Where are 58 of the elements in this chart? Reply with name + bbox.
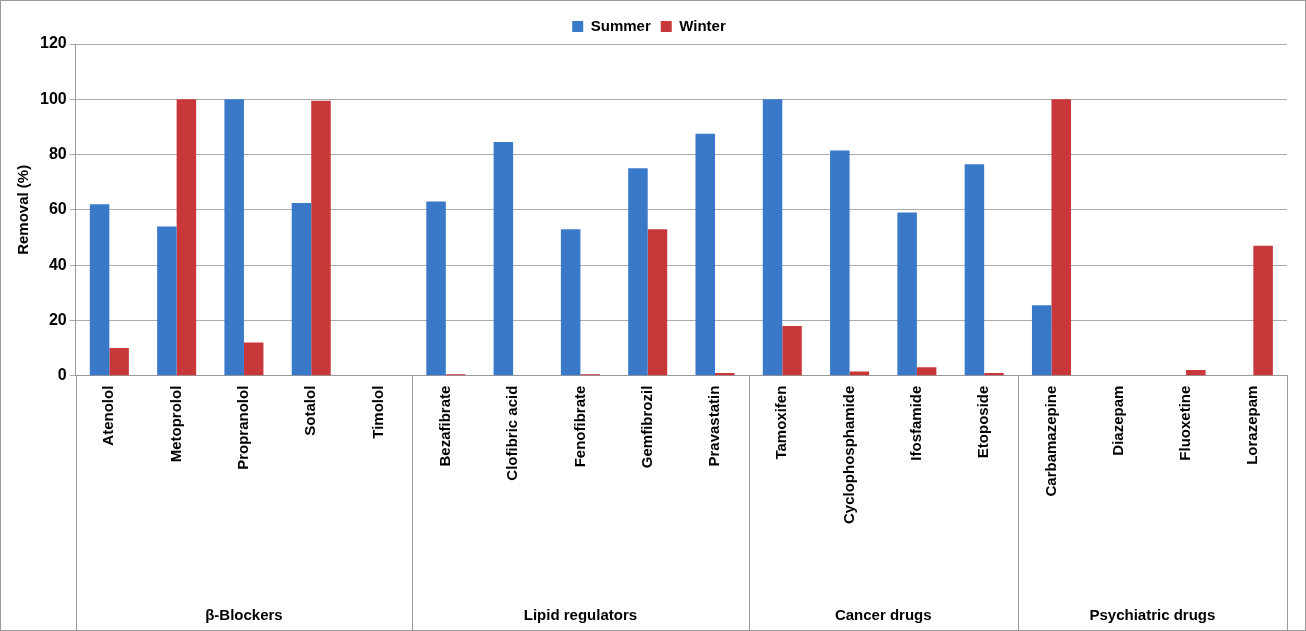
bar — [1253, 245, 1273, 376]
text: β-Blockers — [205, 606, 283, 624]
x-tick-label: Atenolol — [99, 385, 117, 446]
bar — [715, 372, 735, 376]
text: Psychiatric drugs — [1089, 606, 1216, 624]
text: Cancer drugs — [834, 606, 932, 624]
bar — [762, 99, 783, 376]
bar — [311, 100, 331, 376]
bar — [628, 168, 648, 376]
bar — [916, 367, 937, 376]
x-tick-label: Fluoxetine — [1176, 385, 1194, 461]
text: Lipid regulators — [523, 606, 638, 624]
y-tick-label: 20 — [48, 310, 67, 328]
x-tick-label: Ifosfamide — [907, 385, 925, 461]
x-tick-label: Timolol — [368, 385, 386, 439]
x-tick-label: Pravastatin — [705, 385, 723, 467]
bar — [224, 99, 244, 376]
x-tick-label: Sotalol — [301, 385, 319, 436]
bar — [964, 164, 985, 376]
x-tick-label: Carbamazepine — [1041, 385, 1059, 497]
x-tick-label: Propranolol — [234, 385, 252, 470]
bar — [647, 229, 668, 376]
bar — [243, 342, 264, 376]
x-tick-label: Clofibric acid — [503, 385, 521, 481]
y-tick-label: 100 — [39, 89, 67, 107]
x-tick-label: Diazepam — [1108, 385, 1126, 456]
x-tick-label: Etoposide — [974, 385, 992, 459]
x-tick-label: Cyclophosphamide — [839, 385, 857, 524]
bar — [1051, 99, 1071, 376]
y-tick-label: 0 — [57, 366, 67, 384]
bar — [291, 202, 312, 376]
bar — [89, 204, 110, 376]
legend-label: Winter — [679, 16, 726, 34]
bar — [897, 212, 917, 376]
y-tick-label: 120 — [39, 34, 67, 52]
bar — [493, 142, 514, 376]
bar — [176, 99, 197, 376]
bar — [830, 150, 850, 376]
y-axis-title: Removal (%) — [14, 164, 32, 255]
y-tick-label: 80 — [48, 144, 67, 162]
bar — [1186, 370, 1206, 376]
x-tick-label: Tamoxifen — [772, 385, 790, 460]
legend-label: Summer — [590, 16, 651, 34]
bar — [782, 325, 802, 376]
x-tick-label: Gemfibrozil — [637, 385, 655, 469]
x-tick-label: Fenofibrate — [570, 385, 588, 468]
bar — [1031, 305, 1052, 376]
bar — [157, 226, 177, 376]
y-tick-label: 60 — [48, 200, 67, 218]
bar — [984, 372, 1004, 376]
bar — [109, 348, 129, 376]
bar — [560, 229, 581, 376]
x-tick-label: Lorazepam — [1243, 385, 1261, 465]
x-tick-label: Bezafibrate — [435, 385, 453, 467]
x-tick-label: Metoprolol — [166, 385, 184, 463]
y-tick-label: 40 — [48, 255, 67, 273]
bar — [695, 133, 715, 376]
bar — [426, 201, 446, 376]
